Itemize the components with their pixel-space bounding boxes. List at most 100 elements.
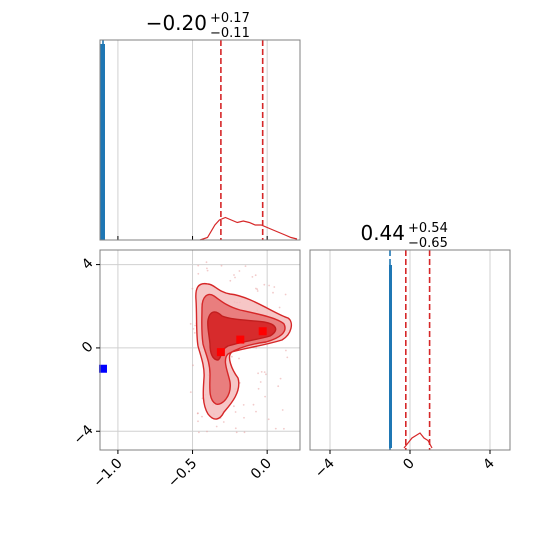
param2-quantile-lines <box>389 250 431 450</box>
scatter-point <box>255 287 257 290</box>
scatter-point <box>256 290 259 292</box>
scatter-point <box>273 286 276 288</box>
scatter-point <box>206 267 208 270</box>
scatter-point <box>277 385 280 388</box>
scatter-point <box>191 287 194 290</box>
param1-title: −0.20 +0.17 −0.11 <box>146 11 250 41</box>
scatter-point <box>272 291 274 294</box>
x-tick-label: −0.5 <box>165 456 200 491</box>
scatter-point <box>222 421 225 423</box>
scatter-point <box>238 357 240 360</box>
scatter-point <box>257 372 259 375</box>
scatter-point <box>263 283 266 286</box>
scatter-point <box>238 270 241 272</box>
scatter-point <box>229 279 232 282</box>
y-tick-label: 0 <box>79 339 97 357</box>
scatter-point <box>235 431 238 434</box>
scatter-point <box>284 293 287 296</box>
param1-title-value: −0.20 <box>146 11 207 35</box>
scatter-point <box>198 431 200 434</box>
joint-panel: −1.0 −0.5 0.0 −4 0 4 <box>71 249 301 491</box>
y-tick-label: 4 <box>79 255 97 273</box>
y-tick-label: −4 <box>71 422 97 448</box>
scatter-point <box>265 373 267 376</box>
x-tick-label: 4 <box>480 455 498 473</box>
scatter-point <box>197 264 200 267</box>
scatter-point <box>197 272 200 275</box>
joint-x-ticks: −1.0 −0.5 0.0 <box>90 450 275 491</box>
joint-frame <box>99 249 301 451</box>
param2-grid <box>329 250 491 450</box>
param1-frame <box>99 39 301 241</box>
red-marker <box>236 335 245 344</box>
param2-x-ticks: −4 0 4 <box>312 450 498 481</box>
scatter-point <box>231 355 233 358</box>
scatter-point <box>234 427 237 430</box>
scatter-point <box>278 306 281 309</box>
scatter-point <box>206 269 209 272</box>
scatter-point <box>243 416 245 419</box>
param1-title-lower: −0.11 <box>210 26 250 41</box>
param1-title-upper: +0.17 <box>210 11 250 26</box>
scatter-point <box>194 324 197 327</box>
x-tick-label: 0.0 <box>248 456 275 483</box>
scatter-point <box>255 346 258 349</box>
scatter-point <box>251 276 254 278</box>
param1-quantile-lines <box>102 40 264 240</box>
scatter-point <box>263 371 266 373</box>
scatter-point <box>279 377 282 380</box>
param1-grid <box>117 40 268 240</box>
joint-y-ticks: −4 0 4 <box>71 255 100 448</box>
scatter-point <box>215 425 218 428</box>
scatter-point <box>257 387 260 390</box>
scatter-point <box>205 261 208 264</box>
scatter-point <box>234 411 237 413</box>
param2-title: 0.44 +0.54 −0.65 <box>360 221 447 251</box>
red-marker <box>216 348 225 357</box>
param2-marginal-panel: 0.44 +0.54 −0.65 −4 0 4 <box>309 221 511 481</box>
joint-grid <box>100 250 300 450</box>
scatter-point <box>197 420 199 423</box>
param2-histogram-posterior <box>403 432 433 449</box>
scatter-point <box>255 410 257 413</box>
scatter-point <box>189 323 192 325</box>
scatter-point <box>264 395 266 398</box>
param2-title-upper: +0.54 <box>408 221 448 236</box>
scatter-point <box>196 412 199 415</box>
reference-hist-bar <box>389 265 392 448</box>
scatter-point <box>189 391 192 393</box>
scatter-point <box>234 276 236 279</box>
scatter-point <box>192 364 194 367</box>
scatter-point <box>254 274 257 277</box>
scatter-point <box>243 431 246 434</box>
scatter-point <box>244 265 247 267</box>
scatter-point <box>206 430 208 433</box>
scatter-point <box>233 274 235 276</box>
scatter-point <box>260 371 263 373</box>
scatter-point <box>220 264 223 267</box>
param1-histogram-posterior <box>199 216 298 241</box>
param2-title-lower: −0.65 <box>408 236 448 251</box>
x-tick-label: 0 <box>400 456 418 474</box>
scatter-point <box>267 418 270 421</box>
scatter-point <box>259 381 262 383</box>
x-tick-label: −1.0 <box>90 456 125 491</box>
scatter-point <box>192 328 195 330</box>
scatter-point <box>285 349 287 352</box>
scatter-point <box>201 415 203 418</box>
blue-marker <box>98 364 107 373</box>
scatter-point <box>193 332 196 334</box>
red-marker <box>258 327 267 336</box>
x-tick-label: −4 <box>312 455 338 481</box>
scatter-point <box>233 405 235 408</box>
scatter-point <box>286 356 289 359</box>
param1-marginal-panel: −0.20 +0.17 −0.11 <box>99 11 301 241</box>
scatter-point <box>274 427 277 430</box>
param2-title-value: 0.44 <box>360 221 405 245</box>
joint-markers <box>98 327 267 373</box>
scatter-point <box>242 404 245 406</box>
scatter-point <box>283 427 285 430</box>
scatter-point <box>252 403 255 406</box>
joint-contours <box>195 282 293 420</box>
